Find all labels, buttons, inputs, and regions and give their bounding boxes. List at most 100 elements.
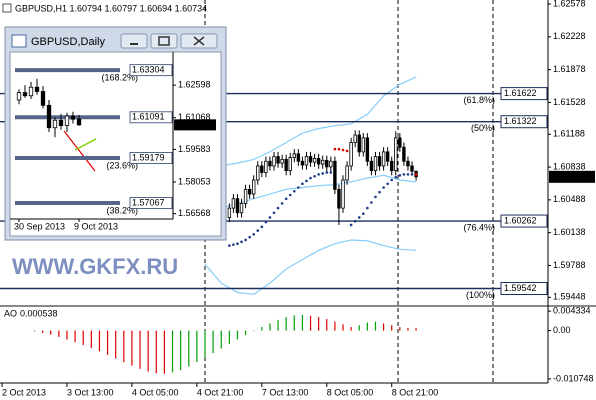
candle-body — [385, 151, 390, 162]
x-tick-label: 30 Sep 2013 — [14, 221, 65, 231]
y-tick-label: 1.61528 — [553, 97, 586, 107]
current-price-label: 1.60734 — [176, 119, 209, 129]
fib-level-tag: (23.6%) — [106, 160, 138, 170]
sar-dot — [362, 212, 365, 216]
ao-bar — [415, 328, 417, 331]
fib-level-tag: (38.2%) — [106, 205, 138, 215]
candle-body — [394, 137, 398, 172]
ao-bar — [326, 318, 328, 331]
x-tick-label: 4 Oct 05:00 — [132, 387, 179, 397]
sar-dot — [345, 149, 349, 153]
candle-body — [243, 188, 248, 204]
current-price-box — [549, 170, 595, 183]
candle-body — [231, 198, 236, 209]
sar-dot — [313, 174, 316, 178]
sar-dot — [378, 190, 381, 194]
candle-body — [276, 156, 280, 164]
candle-body — [353, 134, 357, 143]
candle-body — [256, 165, 260, 181]
candle-body — [377, 156, 382, 167]
minimize-button[interactable] — [120, 33, 148, 49]
sar-dot — [276, 206, 280, 210]
ao-bar — [50, 330, 52, 335]
fib-level-box — [500, 214, 548, 228]
ao-bar — [301, 314, 304, 331]
candle-body — [381, 151, 386, 167]
sar-dot — [370, 201, 373, 204]
sar-dot — [390, 178, 394, 182]
candle-body — [46, 104, 52, 129]
y-tick-label: 1.58053 — [178, 176, 211, 186]
maximize-button[interactable] — [150, 33, 178, 49]
ao-bar — [58, 330, 60, 337]
candle-body — [52, 119, 58, 129]
ao-bar — [350, 327, 352, 331]
y-tick-label: 1.62598 — [178, 80, 211, 90]
sar-dot — [394, 175, 398, 179]
fib-level-box — [129, 151, 173, 164]
sar-dot — [252, 233, 256, 236]
y-tick-label: 1.62228 — [553, 31, 586, 41]
sar-dot — [382, 186, 385, 189]
sar-dot — [260, 225, 264, 229]
ao-bar — [293, 315, 295, 331]
y-tick-label: 1.61068 — [178, 112, 211, 122]
sar-dot — [272, 211, 276, 215]
ao-bar — [277, 319, 279, 331]
indicator-value: 0.000538 — [20, 308, 58, 318]
fib-level-tag: (61.8%) — [463, 95, 495, 105]
ao-bar — [188, 330, 190, 367]
candle-body — [227, 207, 232, 218]
ao-bar — [131, 330, 133, 366]
candle-body — [308, 156, 313, 163]
inset-window: GBPUSD,Daily 1.62598 1.61068 1.59583 1.5805… — [4, 26, 227, 241]
sar-dot — [402, 173, 406, 176]
y-tick-label: 1.59448 — [553, 292, 586, 302]
sar-dot — [232, 243, 235, 246]
ao-bar — [244, 330, 247, 336]
candle-body — [398, 137, 402, 148]
fib-level-box — [500, 115, 548, 129]
sar-dot — [256, 229, 260, 232]
candle-body — [312, 158, 317, 163]
candle-body — [76, 118, 82, 126]
sar-dot — [280, 202, 284, 205]
header: GBPUSD,H1 1.60794 1.60797 1.60694 1.6073… — [2, 3, 207, 13]
fib-drawing — [63, 130, 96, 172]
fib-level-box — [500, 282, 548, 296]
candle-body — [252, 179, 256, 195]
sar-dot — [292, 189, 296, 193]
ao-bar — [228, 330, 230, 345]
ao-bar — [220, 330, 222, 349]
ao-bar — [33, 330, 36, 332]
candle-body — [284, 158, 288, 172]
candle-body — [365, 137, 370, 162]
current-price-label: 1.60734 — [552, 171, 585, 181]
candle-body — [70, 115, 76, 120]
candle-body — [264, 160, 268, 173]
ao-bar — [147, 330, 149, 372]
x-tick-label: 7 Oct 13:00 — [262, 387, 309, 397]
sar-dot — [341, 148, 345, 152]
sar-dot — [301, 182, 304, 186]
y-tick-label: 1.59788 — [553, 260, 586, 270]
ao-bar — [90, 330, 92, 349]
candle-body — [304, 156, 309, 166]
fib-level-tag: (168.2%) — [101, 72, 138, 82]
x-tick-label: 8 Oct 05:00 — [327, 387, 374, 397]
ao-bar — [366, 322, 368, 331]
y-tick-label: 0.00 — [553, 325, 571, 335]
candle-body — [373, 156, 378, 172]
ao-bar — [106, 330, 109, 355]
sar-dot — [317, 173, 320, 176]
maximize-icon — [158, 36, 170, 46]
ao-bar — [261, 327, 263, 331]
candle-body — [369, 160, 374, 172]
fib-level-box — [129, 111, 173, 124]
envelope-line — [204, 174, 417, 214]
ao-bar — [171, 330, 174, 373]
candle-body — [329, 160, 333, 168]
ao-bar — [253, 330, 255, 332]
sar-dot — [366, 206, 369, 210]
candle-body — [390, 160, 394, 172]
